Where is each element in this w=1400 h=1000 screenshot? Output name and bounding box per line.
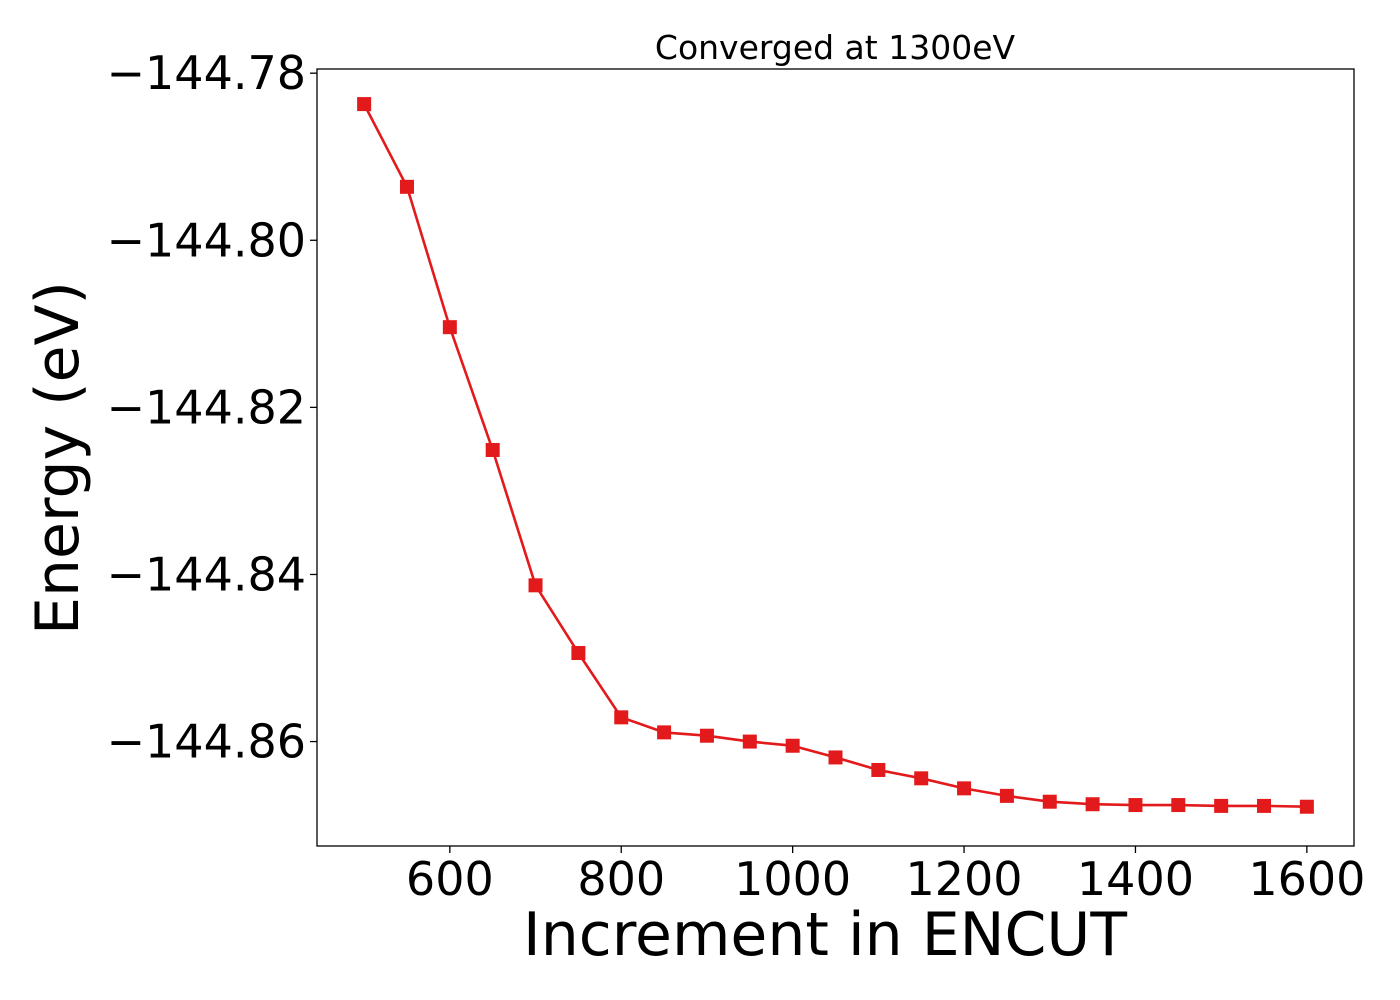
data-point — [742, 734, 757, 749]
data-point — [357, 97, 372, 112]
x-axis-title: Increment in ENCUT — [523, 900, 1127, 970]
y-tick-label: −144.78 — [107, 46, 307, 100]
y-tick-label: −144.86 — [107, 715, 307, 769]
data-point — [442, 320, 457, 335]
data-point — [1042, 794, 1057, 809]
chart-title: Converged at 1300eV — [655, 28, 1016, 67]
data-point — [914, 771, 929, 786]
x-tick-label: 1200 — [906, 852, 1023, 906]
plot-area-frame — [316, 68, 1355, 847]
data-point — [571, 646, 586, 661]
data-point — [785, 738, 800, 753]
y-tick-label: −144.80 — [107, 213, 307, 267]
y-axis: −144.78 −144.80 −144.82 −144.84 −144.86 — [107, 46, 317, 769]
data-point — [614, 710, 629, 725]
y-tick-label: −144.84 — [107, 547, 307, 601]
data-point — [1128, 798, 1143, 813]
x-tick-label: 1600 — [1248, 852, 1365, 906]
x-tick-label: 800 — [577, 852, 665, 906]
series-line — [362, 103, 1307, 808]
data-point — [1085, 797, 1100, 812]
y-tick-label: −144.82 — [107, 380, 307, 434]
data-point — [957, 781, 972, 796]
data-point — [1257, 798, 1272, 813]
data-point — [871, 762, 886, 777]
data-point — [999, 788, 1014, 803]
x-tick-label: 1400 — [1077, 852, 1194, 906]
data-point — [657, 725, 672, 740]
data-point — [399, 179, 414, 194]
x-tick-label: 600 — [406, 852, 494, 906]
series-layer — [357, 97, 1314, 814]
y-axis-title: Energy (eV) — [23, 281, 93, 635]
data-point — [528, 578, 543, 593]
data-point — [485, 442, 500, 457]
data-point — [828, 750, 843, 765]
data-point — [699, 728, 714, 743]
data-point — [1214, 798, 1229, 813]
x-tick-label: 1000 — [734, 852, 851, 906]
x-axis: 600 800 1000 1200 1400 1600 — [406, 846, 1365, 906]
data-point — [1171, 798, 1186, 813]
data-point — [1299, 799, 1314, 814]
